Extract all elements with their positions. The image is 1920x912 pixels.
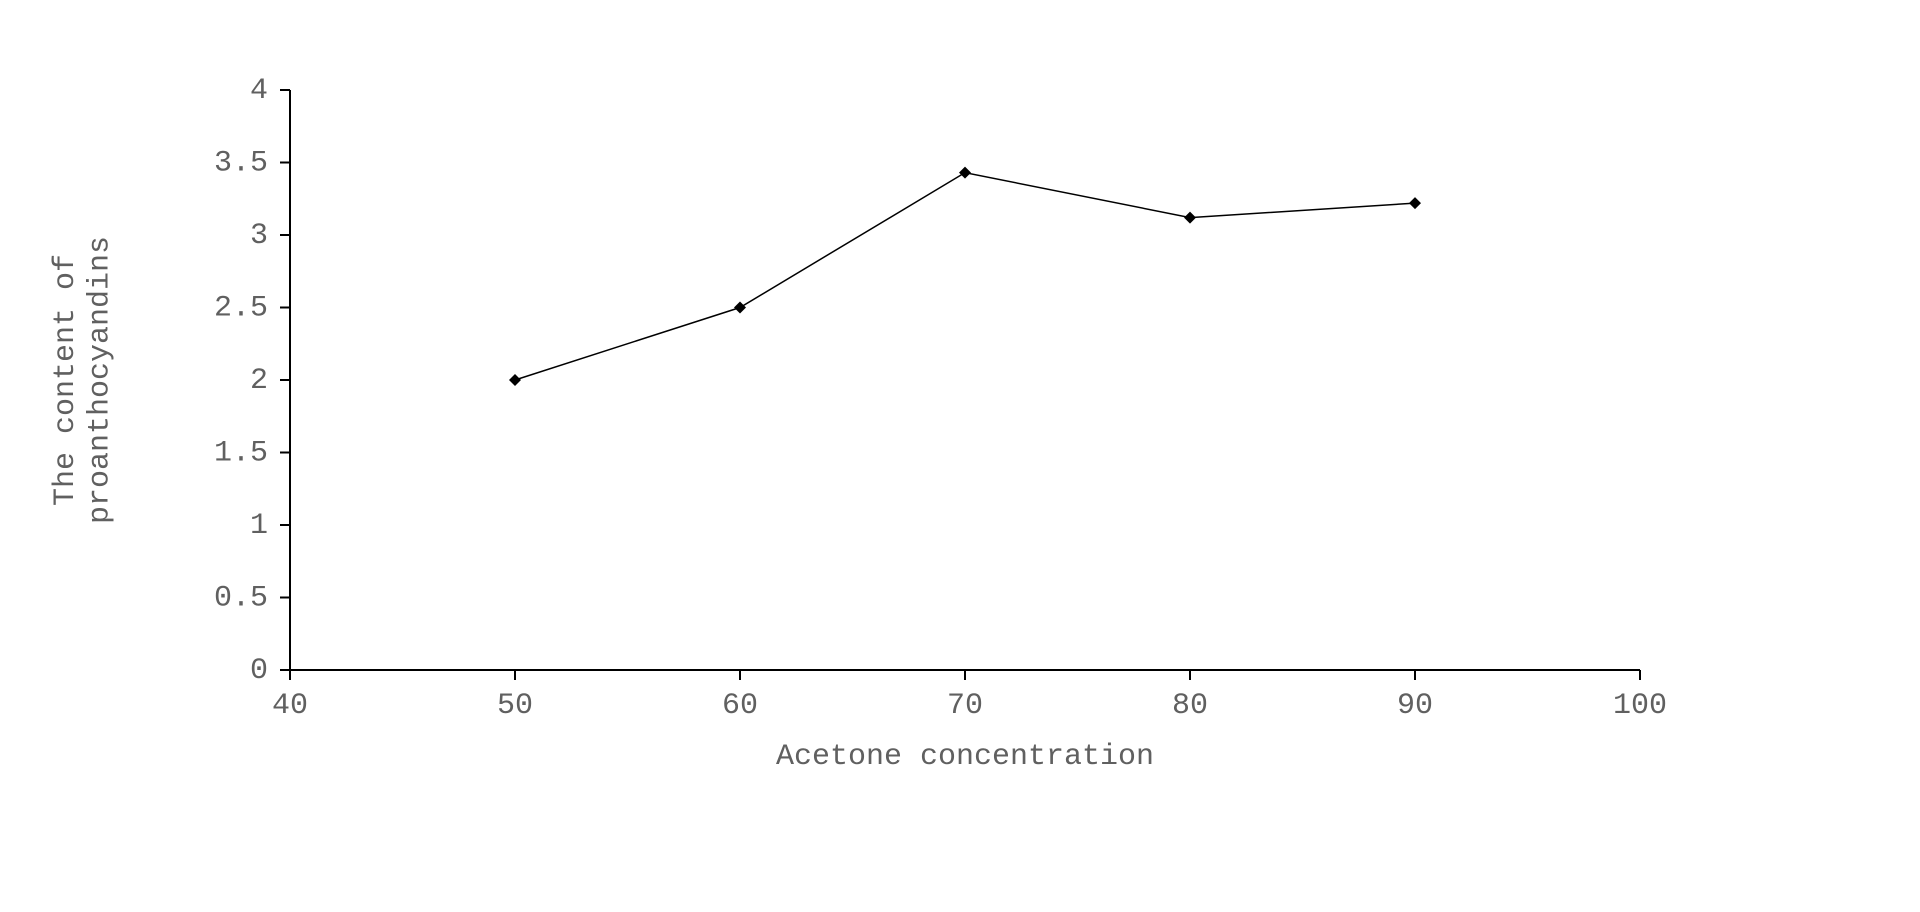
x-axis-title: Acetone concentration	[776, 740, 1154, 774]
y-axis-title-group: The content ofproanthocyandins	[49, 236, 118, 524]
x-tick-label: 90	[1397, 689, 1433, 723]
chart-background	[0, 0, 1920, 912]
x-tick-label: 70	[947, 689, 983, 723]
y-tick-label: 3	[250, 219, 268, 253]
y-tick-label: 1.5	[214, 436, 268, 470]
y-tick-label: 3.5	[214, 146, 268, 180]
y-tick-label: 2	[250, 364, 268, 398]
y-axis-title-line: proanthocyandins	[83, 236, 117, 524]
chart-container: 40 50 60 70 80 90 100 0 0.5 1 1.5 2 2.5 3 3.5 4 Acetone …	[0, 0, 1920, 912]
x-tick-label: 80	[1172, 689, 1208, 723]
y-tick-label: 4	[250, 74, 268, 108]
y-tick-label: 2.5	[214, 291, 268, 325]
y-axis-title-line: The content of	[49, 254, 83, 506]
line-chart: 40 50 60 70 80 90 100 0 0.5 1 1.5 2 2.5 3 3.5 4 Acetone …	[0, 0, 1920, 912]
x-tick-label: 40	[272, 689, 308, 723]
x-tick-label: 50	[497, 689, 533, 723]
y-tick-label: 0	[250, 654, 268, 688]
y-tick-label: 1	[250, 509, 268, 543]
y-tick-label: 0.5	[214, 581, 268, 615]
x-tick-label: 60	[722, 689, 758, 723]
x-tick-label: 100	[1613, 689, 1667, 723]
